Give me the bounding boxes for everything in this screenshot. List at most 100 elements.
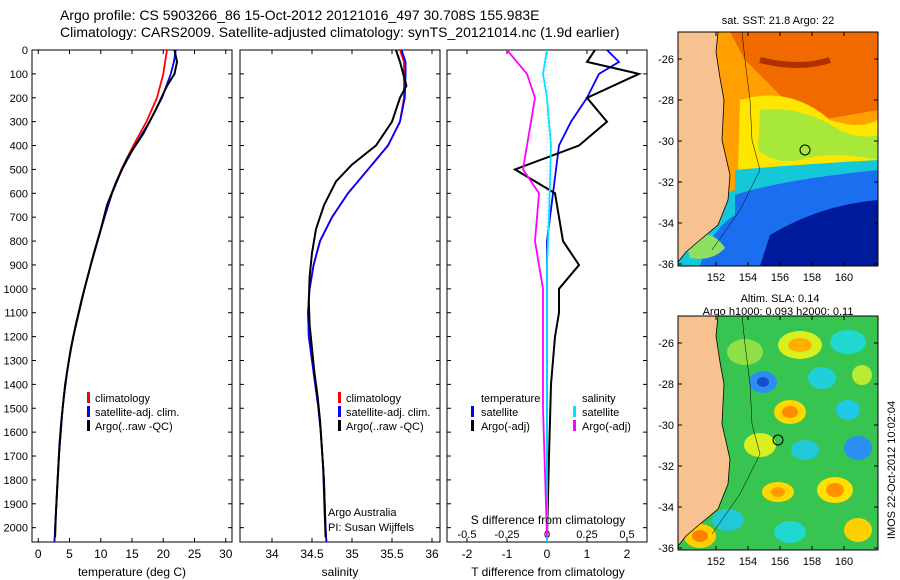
sla-map-frame [677, 315, 879, 551]
sla-eddy [826, 483, 844, 497]
salinity-legend: climatology satellite-adj. clim. Argo(..… [338, 392, 430, 433]
sst-hot-core [759, 57, 831, 68]
legend-swatch-s-satellite [573, 406, 576, 417]
y-tick-label: 400 [10, 141, 28, 153]
x-top-tick-label: -0.5 [458, 529, 477, 541]
map-y-tick-label: -26 [658, 338, 674, 350]
map-x-tick-label: 152 [707, 272, 725, 284]
legend-heading-temperature: temperature [481, 393, 540, 405]
sla-isobath [711, 316, 761, 535]
y-tick-label: 100 [10, 69, 28, 81]
series-line-climatology [53, 50, 168, 542]
x-tick-label: -1 [502, 547, 513, 561]
map-y-tick-label: -28 [658, 95, 674, 107]
legend-label: Argo(-adj) [582, 421, 631, 433]
x-top-tick-label: 0.25 [576, 529, 597, 541]
x-tick-label: 36 [425, 547, 439, 561]
sla-eddy [774, 521, 806, 543]
sla-eddy [712, 509, 744, 531]
sst-hot-region [730, 32, 878, 120]
legend-swatch-t-argo [471, 420, 474, 431]
sla-eddy [757, 377, 769, 387]
legend-swatch-argo [338, 420, 341, 431]
y-tick-label: 1500 [4, 403, 28, 415]
x-tick-label: 1 [584, 547, 591, 561]
legend-label: climatology [346, 393, 402, 405]
map-y-tick-label: -30 [658, 420, 674, 432]
map-x-tick-label: 154 [739, 272, 757, 284]
header-line-1: Argo profile: CS 5903266_86 15-Oct-2012 … [60, 7, 540, 23]
sst-land [678, 32, 730, 262]
legend-swatch-argo [87, 420, 90, 431]
y-tick-label: 1800 [4, 475, 28, 487]
x-tick-label: 20 [157, 547, 171, 561]
series-line-argo [512, 50, 643, 538]
y-tick-label: 200 [10, 93, 28, 105]
series-line-sal_argo [506, 50, 548, 538]
difference-legend: temperature satellite Argo(-adj) salinit… [471, 393, 631, 433]
legend-label: satellite [582, 407, 619, 419]
sst-map-title: sat. SST: 21.8 Argo: 22 [722, 15, 835, 27]
sla-eddy [844, 518, 872, 542]
map-y-tick-label: -36 [658, 543, 674, 555]
salinity-axes [239, 49, 441, 543]
salinity-annotation-2: PI: Susan Wijffels [328, 522, 414, 534]
x-tick-label: 25 [188, 547, 202, 561]
sla-eddy [852, 365, 872, 385]
map-y-tick-label: -30 [658, 136, 674, 148]
y-tick-label: 0 [22, 45, 28, 57]
x-tick-label: -2 [462, 547, 473, 561]
map-x-tick-label: 158 [803, 272, 821, 284]
map-x-tick-label: 152 [707, 556, 725, 568]
y-tick-label: 1100 [4, 308, 28, 320]
legend-label: climatology [95, 393, 151, 405]
legend-swatch-satellite [87, 406, 90, 417]
sla-coastline [678, 316, 731, 547]
legend-label: satellite-adj. clim. [346, 407, 430, 419]
t-difference-xlabel: T difference from climatology [471, 565, 625, 579]
legend-label: Argo(..raw -QC) [95, 421, 173, 433]
sla-argo-marker [772, 434, 784, 446]
sla-eddy [830, 330, 866, 354]
legend-swatch-t-satellite [471, 406, 474, 417]
sla-eddy [744, 433, 776, 457]
x-tick-label: 0 [544, 547, 551, 561]
temperature-legend: climatology satellite-adj. clim. Argo(..… [87, 392, 179, 433]
map-x-tick-label: 160 [835, 272, 853, 284]
legend-heading-salinity: salinity [582, 393, 616, 405]
temperature-axes [31, 49, 233, 543]
sla-eddy [844, 436, 872, 460]
sla-land [678, 316, 730, 546]
y-tick-label: 1300 [4, 355, 28, 367]
series-line-argo [54, 50, 179, 538]
map-x-tick-label: 156 [771, 272, 789, 284]
legend-label: Argo(-adj) [481, 421, 530, 433]
x-tick-label: 5 [66, 547, 73, 561]
salinity-xlabel: salinity [322, 565, 359, 579]
map-x-tick-label: 156 [771, 556, 789, 568]
y-tick-label: 1200 [4, 332, 28, 344]
y-tick-label: 800 [10, 236, 28, 248]
y-tick-label: 300 [10, 117, 28, 129]
legend-swatch-climatology [338, 392, 341, 403]
sla-eddy [836, 400, 860, 420]
sst-deep-cold [760, 200, 878, 266]
y-tick-label: 500 [10, 164, 28, 176]
y-tick-label: 1600 [4, 427, 28, 439]
y-tick-label: 900 [10, 260, 28, 272]
sla-map [678, 316, 878, 550]
x-tick-label: 35.5 [380, 547, 404, 561]
y-tick-label: 1700 [4, 451, 28, 463]
legend-label: Argo(..raw -QC) [346, 421, 424, 433]
sst-green-band [758, 109, 878, 162]
legend-swatch-s-argo [573, 420, 576, 431]
sla-eddy [692, 530, 708, 542]
map-y-tick-label: -36 [658, 259, 674, 271]
temperature-xlabel: temperature (deg C) [78, 565, 186, 579]
map-y-tick-label: -32 [658, 461, 674, 473]
y-tick-label: 600 [10, 188, 28, 200]
legend-swatch-satellite [338, 406, 341, 417]
legend-label: satellite-adj. clim. [95, 407, 179, 419]
y-tick-label: 1000 [4, 284, 28, 296]
